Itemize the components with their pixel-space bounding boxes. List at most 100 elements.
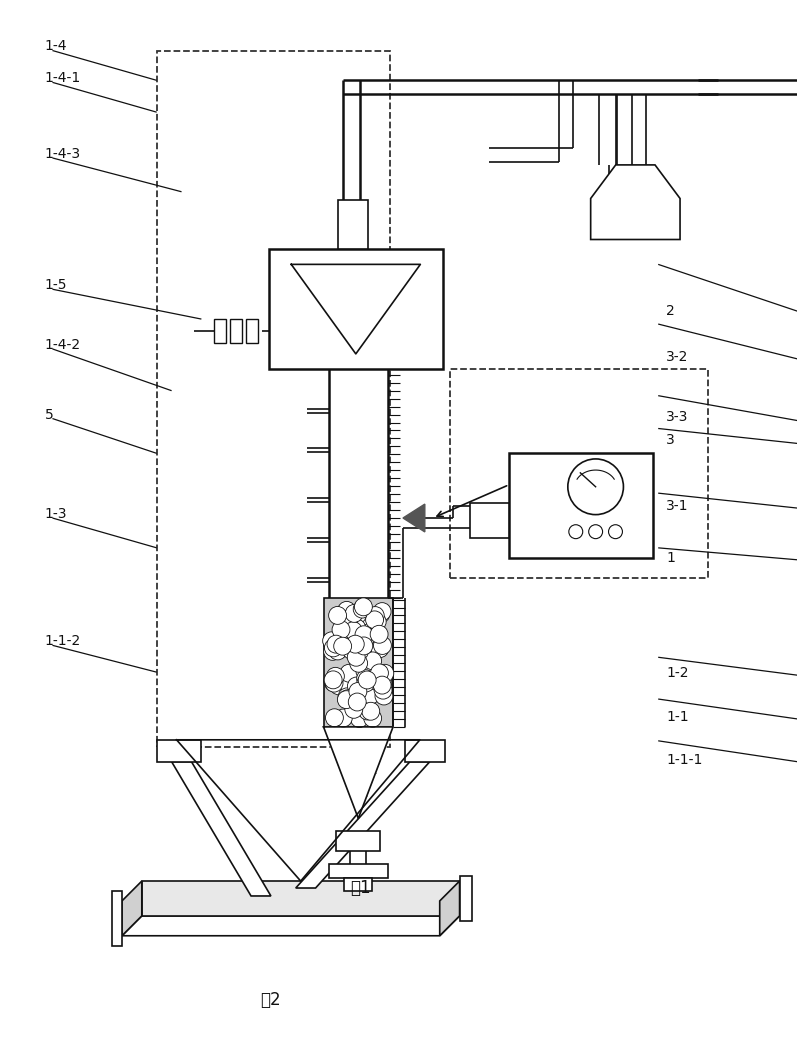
Circle shape: [375, 687, 393, 705]
Polygon shape: [405, 740, 445, 762]
Circle shape: [351, 659, 369, 678]
Circle shape: [364, 709, 382, 728]
Circle shape: [356, 662, 374, 680]
Bar: [344, 878, 372, 891]
Circle shape: [374, 674, 392, 691]
Circle shape: [338, 690, 357, 708]
Circle shape: [338, 601, 356, 620]
Text: 3-2: 3-2: [666, 350, 689, 364]
Circle shape: [347, 677, 366, 695]
Circle shape: [370, 664, 388, 682]
Circle shape: [350, 654, 367, 673]
Polygon shape: [590, 165, 680, 240]
Circle shape: [358, 702, 377, 720]
Polygon shape: [157, 740, 202, 762]
Circle shape: [324, 674, 342, 691]
Circle shape: [349, 605, 366, 624]
Bar: [337, 831, 380, 851]
Polygon shape: [323, 727, 393, 818]
Circle shape: [358, 671, 376, 689]
Text: 1-4-1: 1-4-1: [45, 72, 81, 85]
Circle shape: [339, 675, 357, 692]
Text: 1-5: 1-5: [45, 278, 67, 293]
Circle shape: [337, 603, 354, 621]
Text: 3-1: 3-1: [666, 499, 689, 513]
Text: 1-1-1: 1-1-1: [666, 753, 702, 767]
Circle shape: [373, 603, 391, 621]
Circle shape: [354, 600, 371, 618]
Circle shape: [348, 693, 366, 711]
Circle shape: [326, 709, 343, 727]
Polygon shape: [112, 891, 122, 946]
Circle shape: [327, 635, 345, 653]
Circle shape: [364, 652, 382, 670]
Circle shape: [334, 637, 351, 655]
Polygon shape: [122, 916, 459, 936]
Circle shape: [344, 688, 362, 706]
Circle shape: [366, 673, 385, 690]
Circle shape: [325, 639, 342, 657]
Text: 3: 3: [666, 434, 675, 447]
Circle shape: [366, 611, 383, 629]
Circle shape: [331, 637, 349, 655]
Circle shape: [330, 640, 348, 659]
Circle shape: [348, 620, 366, 637]
Circle shape: [324, 643, 342, 660]
Circle shape: [362, 612, 380, 630]
Text: 1-1: 1-1: [666, 710, 689, 723]
Bar: [323, 598, 393, 727]
Text: 3-3: 3-3: [666, 410, 689, 424]
Circle shape: [330, 677, 348, 694]
Circle shape: [357, 674, 375, 692]
Circle shape: [360, 667, 378, 685]
Text: 5: 5: [45, 408, 54, 421]
Circle shape: [609, 525, 622, 539]
Text: 1-3: 1-3: [45, 507, 67, 521]
Circle shape: [373, 676, 391, 694]
Text: 1-4-2: 1-4-2: [45, 338, 81, 352]
Circle shape: [374, 681, 392, 700]
Circle shape: [363, 666, 382, 684]
Polygon shape: [296, 762, 430, 889]
Circle shape: [350, 710, 368, 728]
Circle shape: [355, 664, 373, 682]
Circle shape: [329, 641, 346, 660]
Circle shape: [376, 664, 394, 682]
Circle shape: [357, 670, 374, 687]
Text: 图2: 图2: [261, 991, 282, 1009]
Circle shape: [324, 671, 342, 689]
Bar: [470, 503, 510, 538]
Circle shape: [329, 606, 346, 625]
Circle shape: [334, 709, 352, 727]
Polygon shape: [459, 876, 471, 921]
Circle shape: [346, 694, 365, 712]
Bar: [329, 865, 388, 878]
Circle shape: [371, 639, 389, 658]
Circle shape: [370, 625, 388, 644]
Polygon shape: [122, 881, 142, 936]
Circle shape: [338, 688, 356, 706]
Circle shape: [347, 695, 366, 713]
Text: 图1: 图1: [350, 879, 370, 897]
Bar: [510, 454, 654, 557]
Bar: [246, 319, 258, 343]
Circle shape: [362, 703, 380, 720]
Bar: [214, 319, 226, 343]
Circle shape: [345, 701, 362, 718]
Text: 1: 1: [666, 551, 675, 565]
Circle shape: [344, 622, 362, 639]
Circle shape: [346, 604, 363, 623]
Circle shape: [366, 606, 384, 625]
Bar: [338, 199, 368, 249]
Text: 1-1-2: 1-1-2: [45, 634, 81, 649]
Circle shape: [331, 637, 349, 656]
Polygon shape: [403, 504, 425, 531]
Bar: [157, 51, 390, 746]
Circle shape: [324, 672, 342, 690]
Bar: [230, 319, 242, 343]
Circle shape: [589, 525, 602, 539]
Text: 1-4-3: 1-4-3: [45, 147, 81, 161]
Circle shape: [341, 609, 358, 628]
Circle shape: [362, 686, 380, 704]
Circle shape: [569, 525, 582, 539]
